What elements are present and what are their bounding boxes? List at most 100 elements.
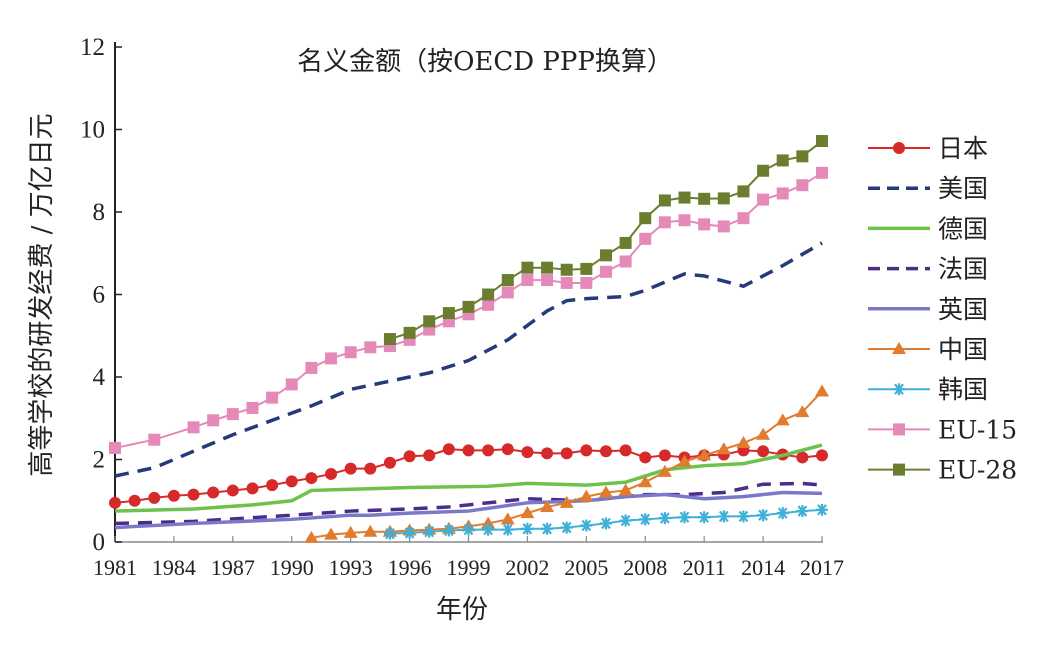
data-point-square [639, 232, 652, 245]
data-point-asterisk [796, 505, 809, 518]
data-point-circle [305, 472, 318, 485]
data-point-asterisk [423, 525, 436, 538]
data-point-triangle [579, 489, 594, 502]
data-point-triangle [559, 495, 574, 508]
data-point-triangle [324, 527, 339, 540]
data-point-asterisk [893, 383, 905, 396]
legend-label: 中国 [938, 335, 988, 364]
data-point-triangle [343, 525, 358, 538]
data-point-circle [482, 444, 495, 457]
data-point-circle [462, 444, 475, 457]
data-point-asterisk [698, 511, 711, 524]
y-tick-label: 8 [93, 199, 106, 226]
legend-label: 日本 [938, 134, 988, 163]
data-point-triangle [304, 530, 319, 543]
data-point-square [796, 150, 809, 163]
data-point-square [816, 166, 828, 179]
legend-item: EU-15 [868, 415, 1017, 444]
x-tick-label: 1993 [329, 555, 373, 580]
data-point-square [541, 274, 554, 287]
data-point-circle [344, 462, 357, 475]
data-point-asterisk [482, 523, 495, 536]
series-韩国 [383, 503, 828, 540]
data-point-square [757, 164, 770, 177]
chart-title: 名义金额（按OECD PPP换算） [297, 47, 673, 77]
data-point-square [658, 216, 671, 229]
x-tick-label: 1981 [93, 555, 137, 580]
legend-item: 日本 [868, 134, 988, 163]
data-point-circle [148, 491, 161, 504]
data-point-square [344, 346, 357, 359]
data-point-asterisk [599, 517, 612, 530]
data-point-asterisk [521, 522, 534, 535]
legend-item: 德国 [868, 214, 988, 243]
data-point-circle [128, 494, 141, 507]
data-point-square [325, 352, 338, 365]
data-point-square [305, 361, 318, 374]
data-point-circle [816, 449, 828, 462]
data-point-square [246, 401, 259, 414]
data-point-asterisk [717, 510, 730, 523]
data-point-triangle [892, 342, 906, 354]
data-point-asterisk [816, 503, 828, 516]
x-tick-label: 2017 [800, 555, 844, 580]
data-point-square [599, 249, 612, 262]
y-tick-label: 0 [93, 529, 106, 556]
data-point-circle [383, 456, 396, 469]
data-point-asterisk [619, 514, 632, 527]
x-tick-label: 1999 [447, 555, 491, 580]
data-point-square [599, 265, 612, 278]
data-point-square [580, 276, 593, 289]
data-point-square [403, 326, 416, 339]
data-point-triangle [775, 413, 790, 426]
data-point-triangle [716, 442, 731, 455]
data-point-asterisk [383, 527, 396, 540]
data-point-square [580, 262, 593, 275]
data-point-square [776, 154, 789, 167]
data-point-square [737, 212, 750, 225]
data-point-square [658, 194, 671, 207]
data-point-triangle [736, 436, 751, 448]
data-point-circle [207, 486, 220, 499]
data-point-square [383, 333, 396, 346]
data-point-square [560, 276, 573, 289]
data-point-asterisk [678, 511, 691, 524]
data-point-triangle [540, 499, 555, 512]
data-point-square [717, 192, 730, 205]
data-point-square [226, 408, 239, 421]
data-point-square [678, 191, 691, 204]
data-point-square [639, 212, 652, 225]
series-法国 [114, 481, 823, 526]
data-point-triangle [795, 405, 810, 418]
data-point-triangle [756, 427, 771, 440]
data-point-square [109, 441, 121, 454]
data-point-triangle [677, 454, 692, 467]
legend-label: 法国 [938, 255, 988, 284]
data-point-square [285, 378, 298, 391]
series-line [114, 490, 823, 530]
legend-label: 英国 [938, 295, 988, 324]
data-point-triangle [363, 524, 378, 537]
data-point-square [482, 298, 495, 311]
data-point-triangle [598, 485, 613, 498]
y-tick-label: 10 [80, 117, 105, 144]
series-英国 [114, 490, 823, 530]
data-point-asterisk [462, 523, 475, 536]
data-point-circle [167, 489, 180, 502]
data-point-square [148, 433, 161, 446]
data-point-circle [109, 496, 121, 509]
data-point-asterisk [560, 521, 573, 534]
x-tick-label: 2011 [683, 555, 726, 580]
data-point-asterisk [580, 519, 593, 532]
data-point-square [619, 255, 632, 268]
data-point-circle [599, 445, 612, 458]
data-point-square [619, 236, 632, 249]
legend-label: EU-28 [938, 456, 1017, 485]
legend-item: 法国 [868, 255, 988, 284]
data-point-square [776, 187, 789, 200]
data-point-square [364, 341, 377, 354]
legend-item: 韩国 [868, 375, 988, 404]
series-line [114, 241, 823, 478]
data-point-square [893, 423, 905, 436]
x-tick-label: 2008 [623, 555, 667, 580]
